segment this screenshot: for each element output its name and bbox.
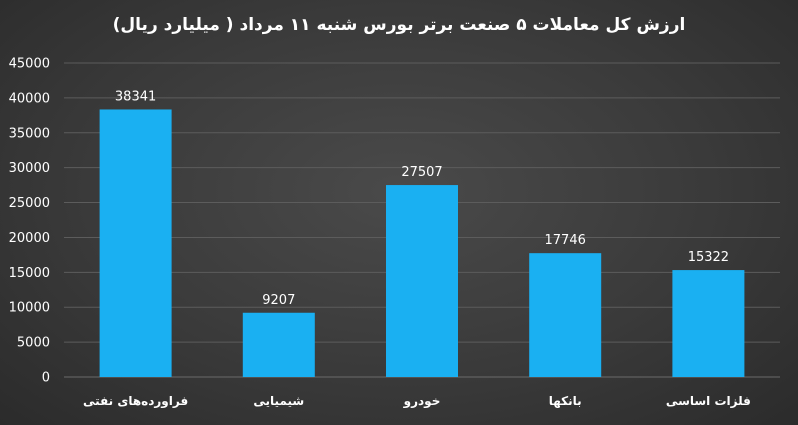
bar [99, 109, 172, 377]
bars [99, 109, 745, 377]
data-label: 9207 [262, 293, 295, 308]
y-tick-label: 45000 [9, 57, 50, 72]
y-tick-label: 15000 [9, 266, 50, 281]
data-label: 38341 [115, 89, 156, 104]
category-label: شیمیایی [253, 394, 304, 408]
category-label: فراورده‌های نفتی [83, 394, 188, 409]
y-tick-label: 10000 [9, 301, 50, 316]
data-label: 27507 [401, 165, 442, 180]
category-label: بانکها [549, 394, 582, 408]
y-tick-label: 0 [42, 371, 50, 386]
y-tick-label: 5000 [17, 336, 50, 351]
x-axis-categories: فراورده‌های نفتی شیمیایی خودرو بانکها فلزات … [83, 394, 751, 409]
y-axis-ticks: 0 5000 10000 15000 20000 25000 30000 35000 40000… [9, 57, 50, 386]
y-tick-label: 40000 [9, 91, 50, 106]
bar [529, 253, 602, 377]
data-labels: 38341 9207 27507 17746 15322 [115, 89, 729, 307]
y-tick-label: 20000 [9, 231, 50, 246]
bar [386, 185, 458, 377]
category-label: خودرو [403, 394, 441, 409]
bar [672, 270, 745, 377]
y-tick-label: 35000 [9, 126, 50, 141]
data-label: 15322 [688, 250, 729, 265]
chart-title: ارزش کل معاملات ۵ صنعت برتر بورس شنبه ۱۱… [113, 15, 686, 35]
bar [242, 312, 315, 377]
y-tick-label: 25000 [9, 196, 50, 211]
category-label: فلزات اساسی [666, 394, 751, 408]
y-tick-label: 30000 [9, 161, 50, 176]
data-label: 17746 [545, 233, 586, 248]
